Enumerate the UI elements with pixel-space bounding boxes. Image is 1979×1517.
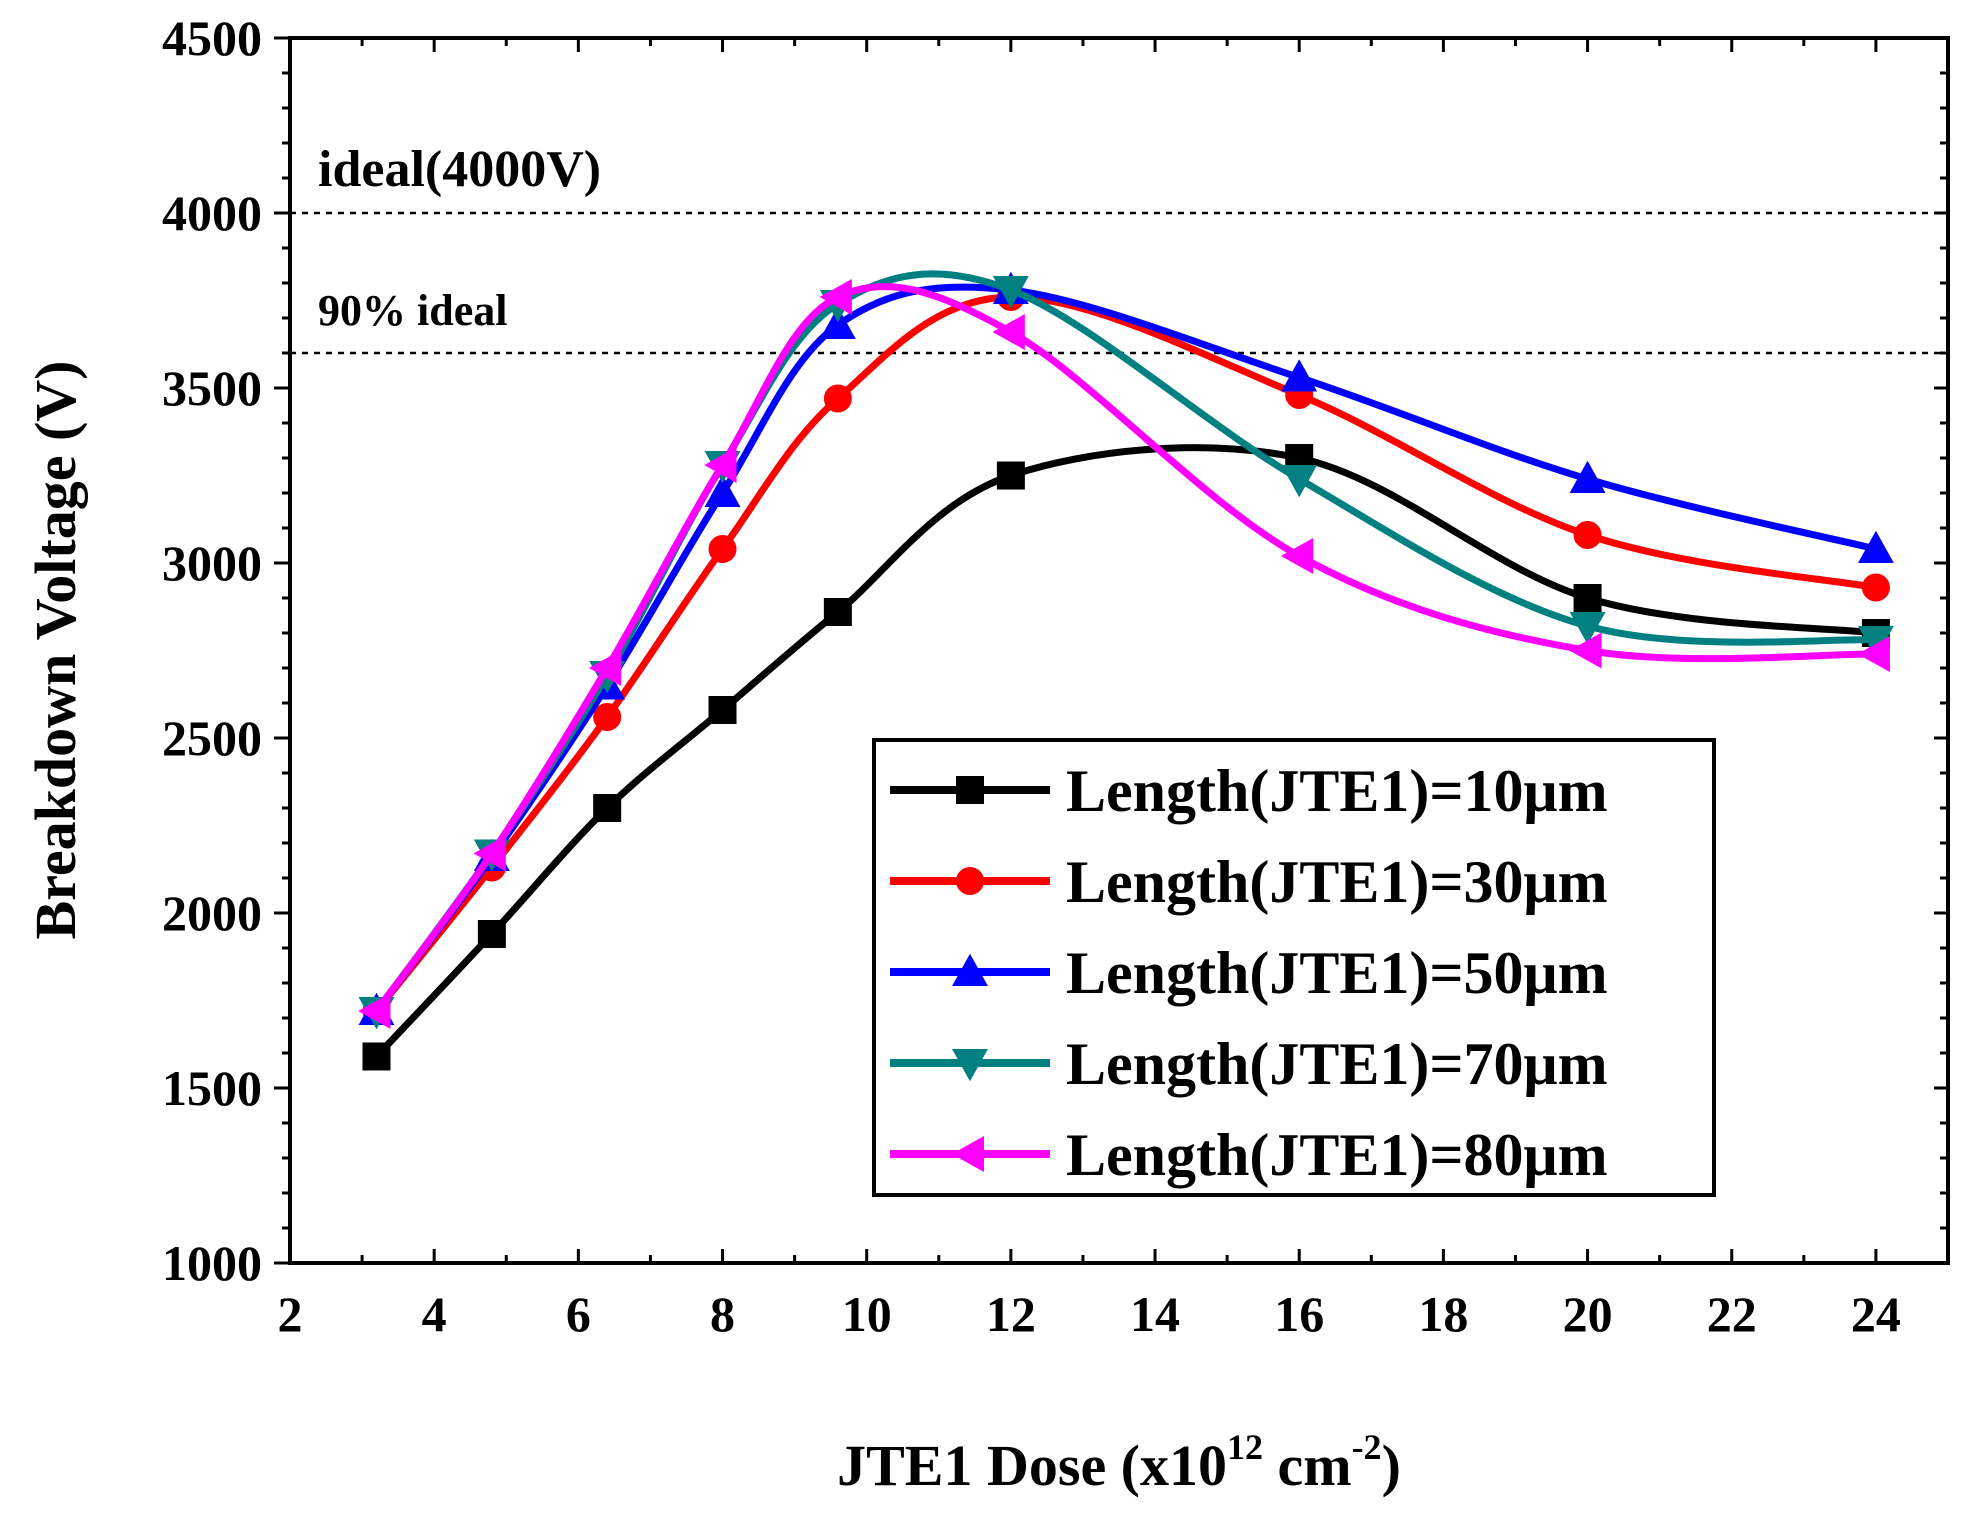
- x-tick-label: 20: [1563, 1286, 1613, 1342]
- x-axis-title-sup1: 12: [1227, 1427, 1263, 1467]
- annotation-90-ideal: 90% ideal: [318, 286, 507, 335]
- x-tick-label: 24: [1851, 1286, 1901, 1342]
- legend-entry-0: Length(JTE1)=10μm: [890, 758, 1608, 824]
- data-point: [996, 461, 1025, 490]
- data-point: [1280, 538, 1314, 574]
- data-point: [819, 279, 852, 315]
- x-tick-label: 12: [986, 1286, 1036, 1342]
- series-4: [358, 279, 1890, 1029]
- series-line-1: [373, 293, 1880, 1015]
- legend-label: Length(JTE1)=30μm: [1066, 849, 1608, 915]
- data-point: [358, 993, 391, 1029]
- annotation-ideal: ideal(4000V): [318, 141, 601, 198]
- data-point: [708, 535, 737, 563]
- legend-entry-3: Length(JTE1)=70μm: [890, 1031, 1608, 1097]
- y-tick-label: 4000: [162, 185, 262, 241]
- legend-marker: [951, 1136, 984, 1172]
- y-tick-label: 4500: [162, 10, 262, 66]
- data-point: [477, 920, 506, 948]
- data-point: [1857, 530, 1894, 563]
- axis-ticks: 2 4 6 8 10 12 14 16 18 20 22 2410001500200025003000…: [162, 10, 1948, 1342]
- series-line-4: [373, 283, 1880, 1015]
- x-axis-title-sup2: -2: [1352, 1427, 1382, 1467]
- data-point: [704, 447, 737, 483]
- y-tick-label: 2500: [162, 710, 262, 766]
- data-point: [1573, 521, 1602, 549]
- x-axis-title-main: JTE1 Dose (x10: [837, 1433, 1227, 1498]
- x-tick-label: 22: [1707, 1286, 1757, 1342]
- data-point: [823, 598, 852, 626]
- y-tick-label: 3500: [162, 360, 262, 416]
- data-point: [819, 306, 856, 339]
- data-point: [708, 696, 737, 724]
- legend-marker: [956, 776, 984, 804]
- y-axis-title: Breakdown Voltage (V): [23, 361, 88, 940]
- x-tick-label: 6: [566, 1286, 591, 1342]
- legend-label: Length(JTE1)=80μm: [1066, 1122, 1608, 1188]
- legend-box: [872, 738, 1716, 1197]
- legend-entry-1: Length(JTE1)=30μm: [890, 849, 1608, 915]
- data-point: [1857, 636, 1890, 672]
- y-tick-label: 2000: [162, 885, 262, 941]
- series-layer: [358, 270, 1894, 1071]
- y-tick-label: 1500: [162, 1060, 262, 1116]
- x-axis-title-mid: cm: [1263, 1433, 1352, 1498]
- reference-lines: [290, 211, 1948, 355]
- legend-marker: [952, 953, 988, 986]
- legend-marker: [956, 867, 984, 895]
- legend-label: Length(JTE1)=10μm: [1066, 758, 1608, 824]
- x-tick-label: 14: [1130, 1286, 1180, 1342]
- x-axis-title: JTE1 Dose (x1012 cm-2): [837, 1427, 1401, 1498]
- data-point: [1569, 632, 1602, 669]
- data-point: [1569, 612, 1606, 645]
- data-point: [473, 835, 506, 872]
- data-point: [704, 474, 741, 507]
- data-point: [1281, 465, 1318, 498]
- x-tick-label: 10: [842, 1286, 892, 1342]
- x-tick-label: 8: [710, 1286, 735, 1342]
- legend-entry-4: Length(JTE1)=80μm: [890, 1122, 1608, 1188]
- data-point: [588, 650, 622, 686]
- data-point: [593, 794, 622, 822]
- x-tick-label: 16: [1274, 1286, 1324, 1342]
- data-point: [1569, 460, 1606, 493]
- y-tick-label: 3000: [162, 535, 262, 591]
- data-point: [362, 1042, 391, 1071]
- x-axis-title-end: ): [1382, 1433, 1401, 1498]
- data-point: [1573, 584, 1602, 612]
- legend-marker: [952, 1049, 988, 1082]
- plot-frame: [288, 36, 1950, 1265]
- series-0: [362, 444, 1890, 1071]
- data-point: [823, 384, 852, 413]
- x-tick-label: 4: [422, 1286, 447, 1342]
- legend-label: Length(JTE1)=70μm: [1066, 1031, 1608, 1097]
- data-point: [992, 314, 1025, 350]
- data-point: [1861, 573, 1890, 602]
- y-tick-label: 1000: [162, 1235, 262, 1291]
- data-point: [992, 276, 1029, 309]
- legend-label: Length(JTE1)=50μm: [1066, 940, 1608, 1006]
- legend-entry-2: Length(JTE1)=50μm: [890, 940, 1608, 1006]
- series-line-0: [373, 444, 1880, 1060]
- data-point: [593, 703, 622, 731]
- legend: Length(JTE1)=10μm Length(JTE1)=30μm Length…: [872, 738, 1716, 1197]
- x-tick-label: 2: [278, 1286, 303, 1342]
- x-tick-label: 18: [1418, 1286, 1468, 1342]
- data-point: [1281, 359, 1318, 392]
